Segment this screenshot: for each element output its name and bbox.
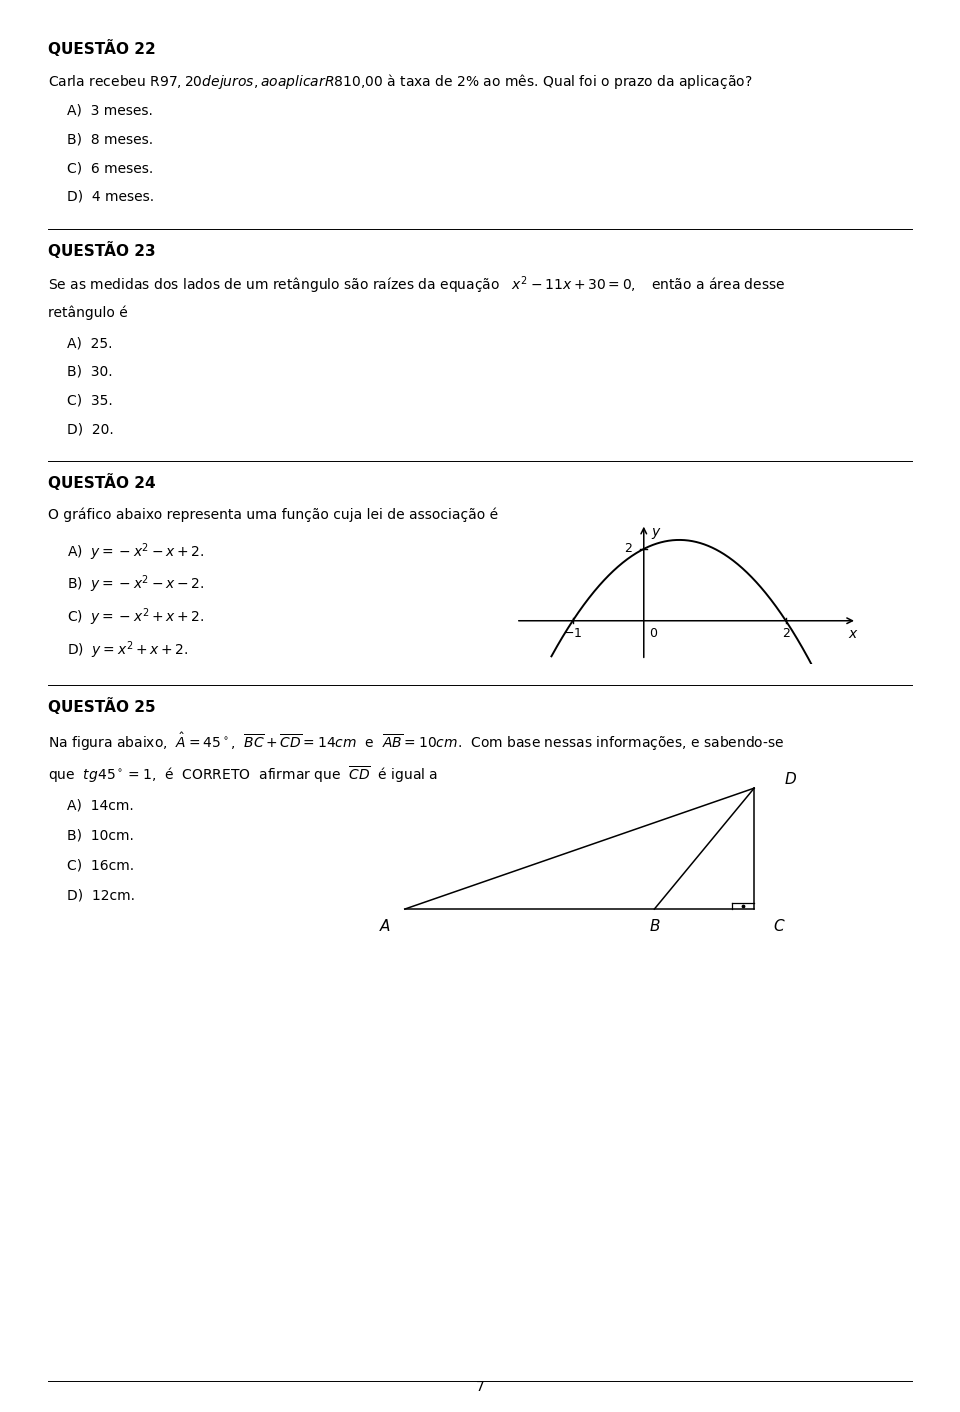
Text: C)  6 meses.: C) 6 meses. [67, 161, 154, 175]
Text: $y$: $y$ [651, 525, 661, 541]
Text: Na figura abaixo,  $\hat{A} = 45^\circ$,  $\overline{BC} + \overline{CD} = 14cm$: Na figura abaixo, $\hat{A} = 45^\circ$, … [48, 730, 784, 753]
Text: C)  35.: C) 35. [67, 394, 113, 408]
Text: $A$: $A$ [378, 918, 391, 933]
Text: D)  12cm.: D) 12cm. [67, 888, 135, 902]
Text: $2$: $2$ [781, 627, 790, 640]
Text: QUESTÃO 25: QUESTÃO 25 [48, 698, 156, 714]
Text: QUESTÃO 22: QUESTÃO 22 [48, 40, 156, 56]
Text: B)  $y = -x^2 - x - 2.$: B) $y = -x^2 - x - 2.$ [67, 573, 204, 596]
Text: A)  3 meses.: A) 3 meses. [67, 103, 153, 117]
Text: B)  30.: B) 30. [67, 364, 113, 378]
Text: A)  $y = -x^2 - x + 2.$: A) $y = -x^2 - x + 2.$ [67, 541, 204, 562]
Text: D)  $y = x^2 + x + 2.$: D) $y = x^2 + x + 2.$ [67, 640, 189, 661]
Text: $B$: $B$ [649, 918, 660, 933]
Text: O gráfico abaixo representa uma função cuja lei de associação é: O gráfico abaixo representa uma função c… [48, 507, 498, 521]
Text: B)  8 meses.: B) 8 meses. [67, 133, 154, 147]
Text: Carla recebeu R$97,20 de juros, ao aplicar R$810,00 à taxa de 2% ao mês. Qual fo: Carla recebeu R$97,20 de juros, ao aplic… [48, 72, 753, 92]
Text: retângulo é: retângulo é [48, 306, 128, 321]
Text: $x$: $x$ [848, 627, 858, 641]
Text: $0$: $0$ [650, 627, 659, 640]
Text: B)  10cm.: B) 10cm. [67, 829, 134, 843]
Text: QUESTÃO 23: QUESTÃO 23 [48, 241, 156, 258]
Text: D)  4 meses.: D) 4 meses. [67, 189, 155, 203]
Text: D)  20.: D) 20. [67, 422, 114, 436]
Text: A)  14cm.: A) 14cm. [67, 798, 134, 812]
Text: 7: 7 [475, 1380, 485, 1394]
Text: C)  16cm.: C) 16cm. [67, 858, 134, 873]
Text: C)  $y = -x^2 + x + 2.$: C) $y = -x^2 + x + 2.$ [67, 606, 204, 628]
Text: $D$: $D$ [784, 771, 797, 786]
Text: Se as medidas dos lados de um retângulo são raízes da equação   $x^2 - 11x + 30 : Se as medidas dos lados de um retângulo … [48, 274, 785, 297]
Text: que  $tg45^\circ = 1$,  é  CORRETO  afirmar que  $\overline{CD}$  é igual a: que $tg45^\circ = 1$, é CORRETO afirmar … [48, 764, 439, 785]
Text: A)  25.: A) 25. [67, 336, 112, 350]
Text: $2$: $2$ [625, 542, 634, 555]
Text: QUESTÃO 24: QUESTÃO 24 [48, 474, 156, 491]
Text: $C$: $C$ [773, 918, 785, 933]
Text: $-1$: $-1$ [564, 627, 583, 640]
